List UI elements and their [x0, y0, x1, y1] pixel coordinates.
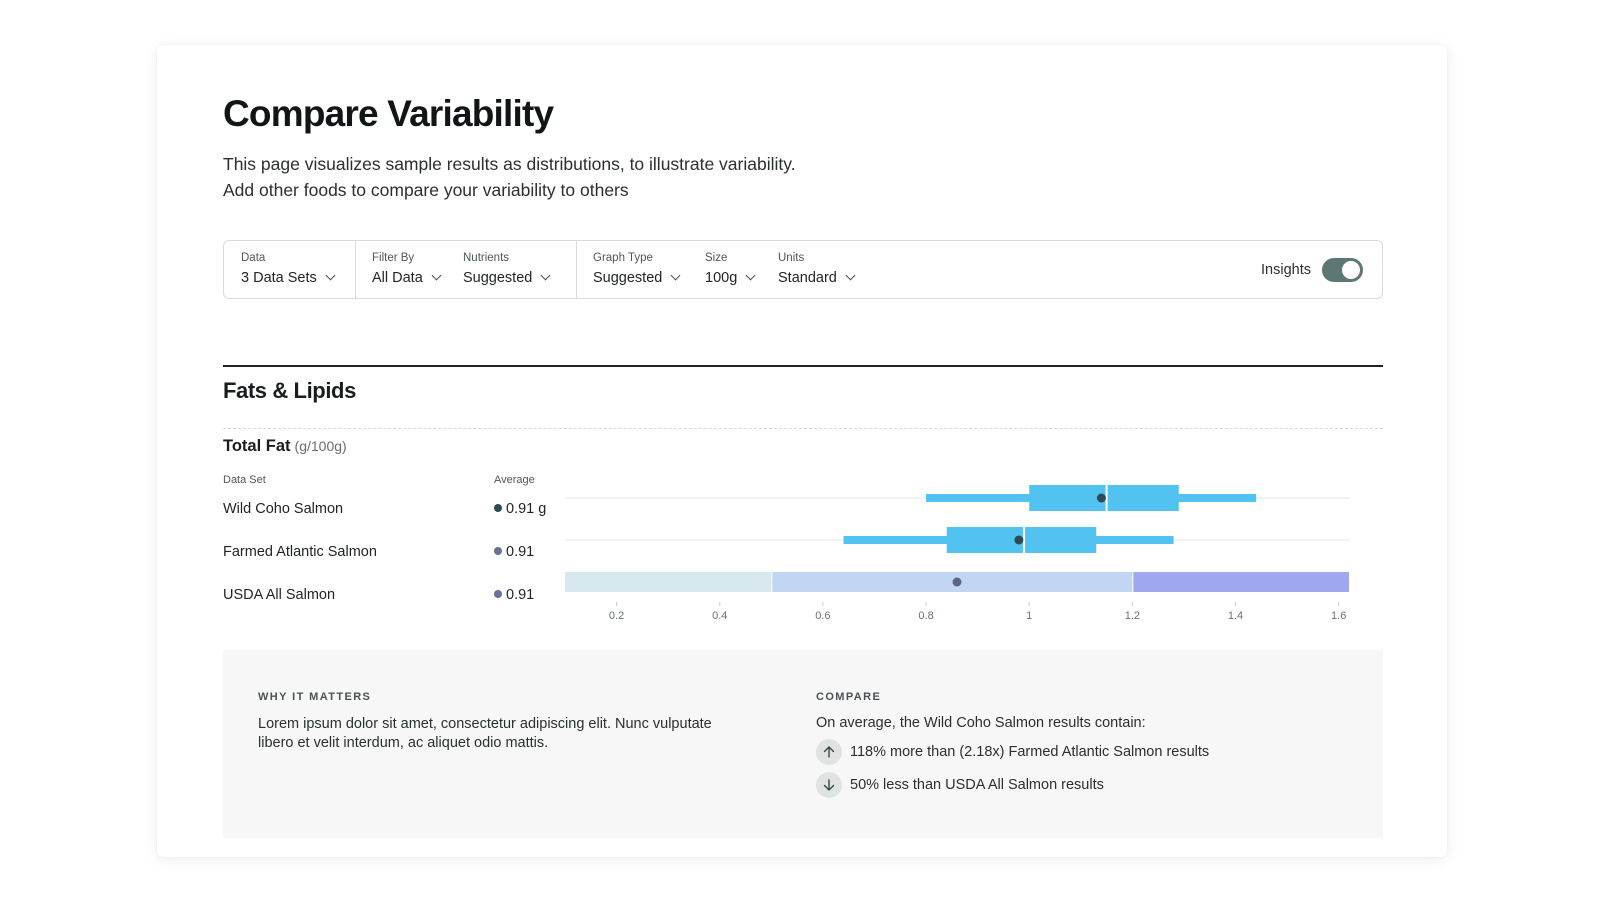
average-value: 0.91 — [506, 587, 535, 603]
row-average-usda-all: 0.91 — [494, 587, 534, 603]
column-header-data-set: Data Set — [223, 474, 266, 486]
row-label-wild-coho: Wild Coho Salmon — [223, 501, 344, 517]
filter-toolbar: Data 3 Data Sets Filter By All Data Nutr… — [223, 240, 1383, 299]
subtitle-line-2: Add other foods to compare your variabil… — [223, 180, 629, 200]
page-subtitle: This page visualizes sample results as d… — [223, 151, 796, 203]
insights-toggle[interactable] — [1322, 258, 1363, 282]
arrow-down-icon — [816, 772, 842, 798]
average-dot — [494, 547, 502, 555]
data-select-label: Data — [241, 252, 266, 264]
compare-item-less: 50% less than USDA All Salmon results — [816, 772, 1104, 798]
graph-type-value: Suggested — [593, 270, 663, 286]
range-band — [772, 572, 1133, 592]
x-tick-label: 1.4 — [1228, 610, 1243, 622]
x-tick-label: 0.4 — [712, 610, 727, 622]
data-select-value: 3 Data Sets — [241, 270, 317, 286]
range-band — [1133, 572, 1349, 592]
average-dot — [494, 590, 502, 598]
column-header-average: Average — [494, 474, 535, 486]
size-select[interactable]: Size 100g — [705, 252, 756, 287]
metric-unit: (g/100g) — [294, 438, 347, 454]
units-select[interactable]: Units Standard — [778, 252, 856, 287]
units-label: Units — [778, 252, 805, 264]
x-tick-label: 1.6 — [1331, 610, 1346, 622]
units-value: Standard — [778, 270, 837, 286]
nutrients-select[interactable]: Nutrients Suggested — [463, 252, 551, 287]
compare-item-text: 50% less than USDA All Salmon results — [850, 777, 1104, 793]
x-tick-label: 0.8 — [918, 610, 933, 622]
variability-chart: 0.2 0.4 0.6 0.8 1 1.2 1.4 1.6 — [565, 485, 1350, 622]
subtitle-line-1: This page visualizes sample results as d… — [223, 154, 796, 174]
insights-panel: WHY IT MATTERS Lorem ipsum dolor sit ame… — [223, 650, 1383, 838]
row-label-usda-all: USDA All Salmon — [223, 587, 336, 603]
why-it-matters-heading: WHY IT MATTERS — [258, 691, 372, 703]
row-average-wild-coho: 0.91 g — [494, 501, 546, 517]
compare-item-text: 118% more than (2.18x) Farmed Atlantic S… — [850, 744, 1210, 760]
average-value: 0.91 g — [506, 501, 547, 517]
compare-item-more: 118% more than (2.18x) Farmed Atlantic S… — [816, 739, 1209, 765]
metric-title: Total Fat (g/100g) — [223, 437, 347, 456]
data-point — [1096, 493, 1106, 503]
filter-by-select[interactable]: Filter By All Data — [372, 252, 442, 287]
x-tick-label: 1 — [1026, 610, 1032, 622]
average-value: 0.91 — [506, 544, 535, 560]
toolbar-divider — [355, 241, 356, 298]
size-value: 100g — [705, 270, 738, 286]
x-tick-label: 0.2 — [609, 610, 624, 622]
x-tick-label: 1.2 — [1125, 610, 1140, 622]
why-it-matters-text: Lorem ipsum dolor sit amet, consectetur … — [258, 716, 712, 751]
x-tick-label: 0.6 — [815, 610, 830, 622]
toolbar-divider — [576, 241, 577, 298]
row-average-farmed-atlantic: 0.91 — [494, 544, 534, 560]
metric-divider — [223, 428, 1383, 429]
arrow-up-icon — [816, 739, 842, 765]
nutrients-value: Suggested — [463, 270, 533, 286]
compare-card: Compare Variability This page visualizes… — [157, 45, 1447, 857]
average-dot — [494, 504, 502, 512]
data-point — [1014, 535, 1024, 545]
data-select[interactable]: Data 3 Data Sets — [241, 252, 336, 287]
insights-toggle-label: Insights — [1261, 262, 1311, 278]
graph-type-label: Graph Type — [593, 252, 653, 264]
section-divider — [223, 365, 1383, 367]
filter-by-label: Filter By — [372, 252, 415, 264]
box-lower — [946, 527, 1025, 553]
row-label-farmed-atlantic: Farmed Atlantic Salmon — [223, 544, 377, 560]
section-title: Fats & Lipids — [223, 378, 356, 403]
box-lower — [1029, 485, 1107, 511]
graph-type-select[interactable]: Graph Type Suggested — [593, 252, 681, 287]
range-band — [565, 572, 772, 592]
box-upper — [1106, 485, 1179, 511]
size-label: Size — [705, 252, 728, 264]
compare-intro: On average, the Wild Coho Salmon results… — [816, 715, 1146, 731]
compare-heading: COMPARE — [816, 691, 882, 703]
data-point — [952, 577, 962, 587]
metric-name: Total Fat — [223, 437, 291, 455]
page-title: Compare Variability — [223, 93, 554, 134]
nutrients-label: Nutrients — [463, 252, 510, 264]
toggle-knob — [1342, 261, 1360, 279]
box-upper — [1024, 527, 1097, 553]
filter-by-value: All Data — [372, 270, 423, 286]
